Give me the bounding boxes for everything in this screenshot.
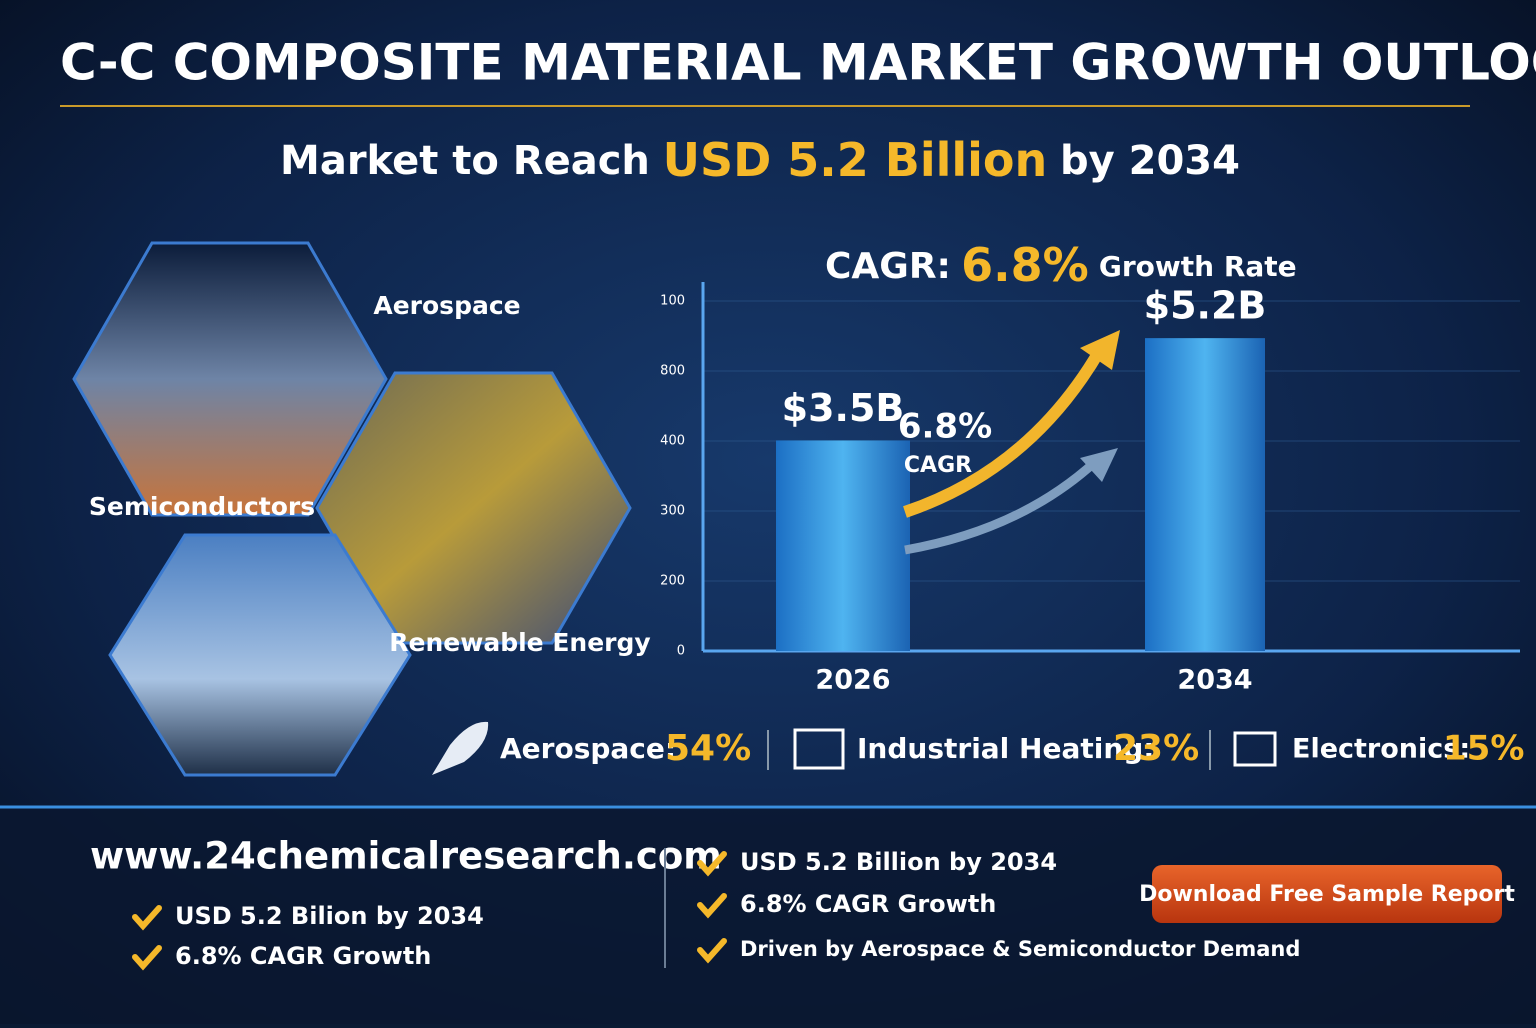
check-icon xyxy=(132,905,162,931)
bullet-lists: USD 5.2 Bilion by 2034 6.8% CAGR Growth US… xyxy=(132,848,1300,971)
y-tick-label: 800 xyxy=(660,364,685,379)
bullet-text: 6.8% CAGR Growth xyxy=(175,942,431,970)
semiconductor-image xyxy=(315,371,632,645)
check-icon xyxy=(132,945,162,971)
renewable-image xyxy=(108,533,412,777)
application-label: Semiconductors xyxy=(89,492,315,521)
chart-title: CAGR: 6.8% Growth Rate xyxy=(825,238,1297,292)
growth-arrowhead xyxy=(1080,330,1120,370)
title: C-C COMPOSITE MATERIAL MARKET GROWTH OUT… xyxy=(60,34,1536,92)
factory-icon xyxy=(793,728,845,770)
subtitle-highlight: USD 5.2 Billion xyxy=(663,133,1048,187)
x-tick-label: 2026 xyxy=(815,665,890,696)
subtitle: Market to Reach USD 5.2 Billion by 2034 xyxy=(280,133,1240,187)
segment-row: Aerospace: 54% Industrial Heating: 23% E… xyxy=(432,721,1524,775)
chart-title-value: 6.8% xyxy=(961,238,1089,292)
segment-share: 23% xyxy=(1113,728,1199,769)
rocket-icon xyxy=(432,721,489,775)
bar xyxy=(1145,338,1265,651)
data-label: $5.2B xyxy=(1144,284,1267,328)
segment-share: 54% xyxy=(665,728,751,769)
check-icon xyxy=(697,851,727,877)
bar xyxy=(776,440,910,651)
x-tick-label: 2034 xyxy=(1177,665,1252,696)
y-tick-label: 200 xyxy=(660,574,685,589)
website: www.24chemicalresearch.com xyxy=(90,835,722,878)
annotation: CAGR xyxy=(904,453,972,478)
chart-title-text: Growth Rate xyxy=(1099,250,1297,283)
subtitle-text: Market to Reach xyxy=(280,138,650,184)
download-button-label[interactable]: Download Free Sample Report xyxy=(1139,882,1515,907)
application-label: Aerospace xyxy=(373,291,520,320)
bullet-text: Driven by Aerospace & Semiconductor Dema… xyxy=(740,937,1300,961)
y-tick-label: 400 xyxy=(660,434,685,449)
growth-arrow-secondary xyxy=(904,458,1099,555)
y-tick-label: 100 xyxy=(660,294,685,309)
check-icon xyxy=(697,893,727,919)
bullet-text: 6.8% CAGR Growth xyxy=(740,890,996,918)
data-label: $3.5B xyxy=(782,386,905,430)
bar-chart: 100 800 400 300 200 0 $3.5B 2026 $5.2B 2034 xyxy=(660,282,1520,696)
y-tick-label: 0 xyxy=(677,644,685,659)
bullet-text: USD 5.2 Billion by 2034 xyxy=(740,848,1057,876)
bullet-text: USD 5.2 Bilion by 2034 xyxy=(175,902,484,930)
subtitle-text: by 2034 xyxy=(1060,138,1240,184)
segment-name: Industrial Heating: xyxy=(857,732,1155,765)
download-button[interactable] xyxy=(1152,865,1502,923)
segment-share: 15% xyxy=(1443,729,1524,769)
check-icon xyxy=(697,938,727,964)
segment-name: Aerospace: xyxy=(500,732,676,765)
annotation: 6.8% xyxy=(898,407,992,447)
growth-arrowhead xyxy=(1080,448,1118,482)
aerospace-image xyxy=(72,241,388,517)
chip-icon xyxy=(1233,731,1277,767)
chart-title-text: CAGR: xyxy=(825,246,951,287)
application-label: Renewable Energy xyxy=(389,628,650,657)
segment-name: Electronics: xyxy=(1292,734,1470,765)
y-tick-label: 300 xyxy=(660,504,685,519)
growth-arrow xyxy=(903,346,1106,518)
